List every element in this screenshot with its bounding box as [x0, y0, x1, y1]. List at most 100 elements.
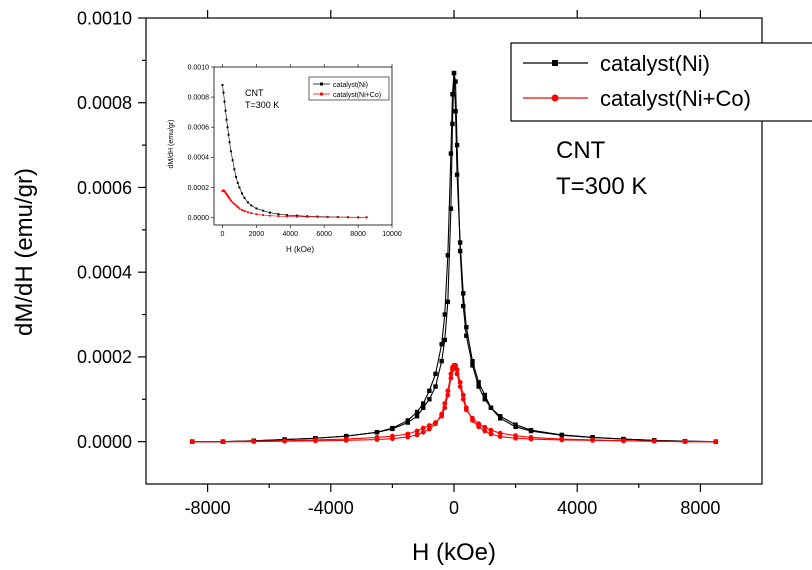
data-point-nico — [414, 432, 420, 438]
data-point-nico — [405, 434, 411, 440]
main-legend-marker-nico — [551, 94, 559, 102]
data-point-ni — [453, 79, 458, 84]
data-point-nico — [336, 216, 339, 219]
data-point-ni — [414, 409, 420, 415]
data-point-nico — [250, 212, 253, 215]
x-tick-label: 8000 — [350, 231, 366, 238]
x-tick-label: -4000 — [308, 498, 354, 518]
data-point-ni — [433, 371, 438, 377]
data-point-nico — [476, 421, 482, 427]
data-point-ni — [454, 142, 460, 148]
data-point-nico — [246, 211, 250, 214]
data-point-ni — [405, 418, 410, 423]
data-point-ni — [461, 303, 466, 309]
data-point-nico — [470, 415, 475, 421]
main-y-axis-label: dM/dH (emu/gr) — [11, 168, 38, 336]
data-point-ni — [414, 414, 420, 419]
data-point-ni — [277, 213, 280, 216]
series-line-ni — [192, 73, 716, 443]
data-point-ni — [454, 172, 460, 177]
data-point-ni — [228, 141, 231, 144]
inset-legend-label-ni: catalyst(Ni) — [333, 82, 368, 89]
data-point-nico — [189, 439, 195, 445]
data-point-nico — [236, 205, 239, 209]
data-point-ni — [439, 358, 444, 364]
data-point-nico — [374, 437, 380, 442]
data-point-ni — [421, 405, 426, 410]
data-point-nico — [488, 427, 494, 433]
data-point-ni — [482, 392, 487, 398]
data-point-nico — [231, 201, 234, 204]
data-point-ni — [233, 168, 236, 171]
data-point-nico — [346, 216, 350, 219]
y-tick-label: 0.0000 — [77, 432, 132, 452]
inset-y-axis-label: dM/dH (emu/gr) — [168, 119, 175, 168]
data-point-nico — [433, 421, 438, 427]
data-point-nico — [559, 436, 565, 442]
y-tick-label: 0.0000 — [188, 215, 210, 222]
data-point-nico — [651, 438, 657, 444]
data-point-ni — [470, 363, 475, 368]
data-point-nico — [229, 199, 233, 202]
data-point-nico — [240, 208, 244, 212]
data-point-nico — [445, 388, 451, 394]
data-point-nico — [420, 425, 426, 431]
data-point-ni — [229, 150, 232, 153]
data-point-nico — [528, 434, 534, 440]
data-point-ni — [224, 109, 227, 112]
main-legend-marker-ni — [552, 60, 558, 66]
main-annotation-line1: CNT — [556, 137, 606, 164]
x-tick-label: 4000 — [282, 231, 298, 238]
x-tick-label: 0 — [221, 231, 225, 238]
data-point-ni — [240, 192, 243, 195]
data-point-ni — [225, 118, 228, 121]
data-point-nico — [420, 429, 426, 435]
data-point-ni — [498, 414, 503, 419]
data-point-nico — [285, 215, 288, 218]
data-point-nico — [326, 216, 329, 219]
x-tick-label: -8000 — [185, 498, 231, 518]
y-tick-label: 0.0002 — [77, 347, 132, 367]
data-point-ni — [451, 70, 457, 76]
data-point-ni — [457, 240, 463, 245]
data-point-nico — [255, 213, 258, 216]
data-point-nico — [262, 213, 265, 217]
data-point-nico — [682, 439, 688, 445]
x-tick-label: 2000 — [249, 231, 265, 238]
data-point-nico — [426, 426, 432, 432]
data-point-ni — [488, 405, 494, 410]
main-annotation-line2: T=300 K — [556, 173, 647, 200]
data-point-nico — [497, 434, 503, 439]
data-point-nico — [243, 210, 246, 213]
main-legend-label-nico: catalyst(Ni+Co) — [600, 86, 751, 111]
data-point-ni — [421, 401, 426, 406]
data-point-nico — [713, 439, 719, 445]
data-point-ni — [476, 380, 481, 385]
data-point-ni — [559, 432, 564, 438]
data-point-nico — [426, 423, 432, 428]
data-point-ni — [445, 253, 451, 258]
x-tick-label: 8000 — [680, 498, 720, 518]
data-point-nico — [316, 215, 319, 219]
data-point-ni — [442, 312, 447, 317]
data-point-nico — [414, 428, 420, 434]
data-point-nico — [365, 216, 368, 219]
y-tick-label: 0.0010 — [77, 8, 132, 28]
main-legend-box — [510, 42, 812, 122]
inset-plot-frame — [213, 66, 393, 226]
inset-legend: catalyst(Ni) catalyst(Ni+Co) — [308, 76, 390, 101]
data-point-nico — [268, 214, 272, 217]
data-point-nico — [277, 215, 280, 218]
main-plot: -8000 -4000 0 4000 8000 0.0000 0.0002 0.0004 0.0… — [11, 8, 812, 566]
data-point-nico — [460, 396, 466, 402]
y-tick-label: 0.0002 — [188, 185, 210, 192]
y-tick-label: 0.0008 — [77, 93, 132, 113]
series-line-nico — [222, 190, 367, 218]
data-point-ni — [453, 109, 458, 114]
data-point-ni — [222, 91, 225, 94]
data-point-nico — [312, 438, 318, 444]
data-point-nico — [463, 407, 469, 413]
data-point-nico — [228, 197, 231, 200]
data-point-ni — [433, 384, 438, 389]
